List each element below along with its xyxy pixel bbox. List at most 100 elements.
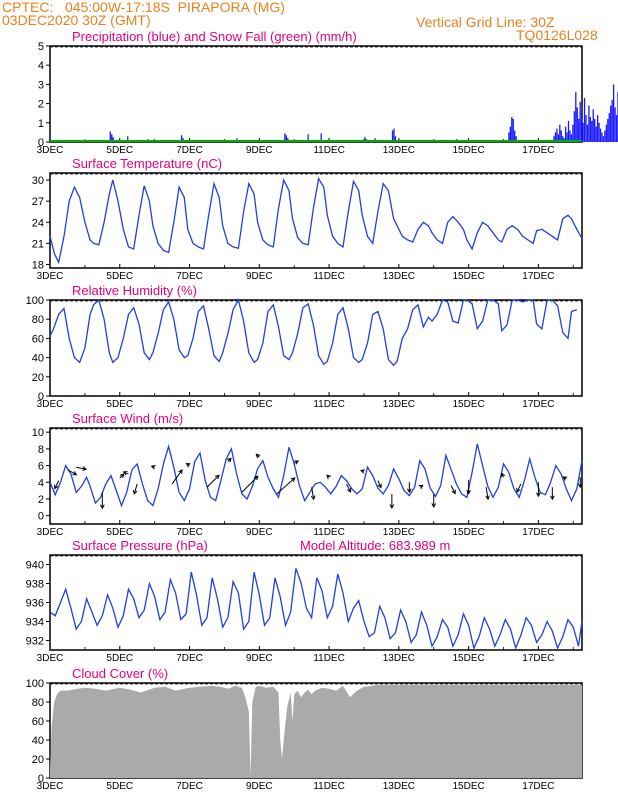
temperature-xtick-label: 11DEC xyxy=(313,271,345,282)
precip-bar xyxy=(307,134,309,142)
precip-bar xyxy=(601,132,603,142)
precip-bar xyxy=(556,128,558,142)
humidity-xtick-label: 17DEC xyxy=(522,399,554,410)
temperature-xtick-label: 15DEC xyxy=(452,271,484,282)
wind-arrow-shaft xyxy=(76,466,87,470)
precip-bar xyxy=(553,136,555,142)
precip-title: Precipitation (blue) and Snow Fall (gree… xyxy=(72,29,357,44)
precip-bar xyxy=(579,101,581,142)
precip-bar xyxy=(285,135,287,142)
wind-xtick-label: 17DEC xyxy=(522,527,554,538)
wind-arrow-head xyxy=(310,495,316,501)
precip-bar xyxy=(598,122,600,142)
wind-arrow-shaft xyxy=(377,480,382,488)
wind-arrow-head xyxy=(346,487,352,493)
wind-arrow-head xyxy=(562,476,568,481)
wind-frame xyxy=(49,427,583,525)
temperature-ytick-label: 21 xyxy=(32,238,44,250)
humidity-xtick-label: 3DEC xyxy=(37,399,64,410)
humidity-xtick-label: 11DEC xyxy=(313,399,345,410)
wind-arrow-head xyxy=(406,488,412,494)
wind-arrow-head xyxy=(255,453,261,459)
precip-bar xyxy=(599,128,602,142)
wind-ytick-label: 4 xyxy=(38,477,44,489)
cloud-xtick-label: 9DEC xyxy=(246,781,273,792)
temperature-xtick-label: 17DEC xyxy=(522,271,554,282)
humidity-line xyxy=(49,298,578,367)
precip-bar xyxy=(515,136,517,142)
precip-bar xyxy=(596,115,599,142)
cloud-xtick-label: 5DEC xyxy=(106,781,133,792)
cloud-xtick-label: 13DEC xyxy=(383,781,415,792)
pressure-line xyxy=(49,568,583,651)
pressure-ytick-label: 936 xyxy=(26,598,44,610)
precip-xtick-label: 15DEC xyxy=(452,145,484,156)
header-vertical-grid: Vertical Grid Line: 30Z xyxy=(416,14,555,30)
precip-bar xyxy=(364,137,366,142)
cloud-ytick-label: 20 xyxy=(32,754,44,766)
wind-arrow-head xyxy=(451,489,456,495)
wind-arrow-shaft xyxy=(276,477,296,495)
pressure-xtick-label: 15DEC xyxy=(452,653,484,664)
wind-arrow-shaft xyxy=(206,474,220,488)
header-run-code: TQ0126L028 xyxy=(516,27,598,43)
wind-xtick-label: 3DEC xyxy=(37,527,64,538)
precip-xtick-label: 17DEC xyxy=(522,145,554,156)
wind-arrow-head xyxy=(72,471,78,476)
cloud-ytick-label: 80 xyxy=(32,697,44,709)
wind-title: Surface Wind (m/s) xyxy=(72,411,183,426)
precip-bar xyxy=(509,126,511,142)
humidity-ytick-label: 40 xyxy=(32,353,44,365)
precip-bar xyxy=(604,130,606,142)
pressure-ytick-label: 934 xyxy=(26,617,44,629)
precip-frame xyxy=(49,45,583,143)
precip-ytick-label: 0 xyxy=(38,137,44,149)
humidity-ytick-label: 60 xyxy=(32,333,44,345)
precip-bar xyxy=(554,132,557,142)
precip-bar xyxy=(607,118,609,142)
temperature-frame xyxy=(49,172,583,269)
wind-arrow-head xyxy=(185,462,191,468)
cloud-ytick-label: 60 xyxy=(32,716,44,728)
precip-bar xyxy=(588,105,590,142)
wind-arrow-head xyxy=(132,489,138,495)
wind-ytick-label: 10 xyxy=(32,427,44,439)
pressure-frame xyxy=(49,554,583,651)
precip-bar xyxy=(573,111,576,142)
wind-arrow-shaft xyxy=(67,469,77,476)
wind-arrow-head xyxy=(577,483,583,489)
precip-bar xyxy=(180,135,183,142)
wind-xtick-label: 5DEC xyxy=(106,527,133,538)
wind-xtick-label: 13DEC xyxy=(383,527,415,538)
wind-arrow-head xyxy=(431,503,437,508)
precip-bar xyxy=(566,132,568,142)
precip-bar xyxy=(583,97,586,142)
temperature-ytick-label: 30 xyxy=(32,175,44,187)
precip-bar xyxy=(575,92,577,142)
precip-bar xyxy=(127,136,129,142)
precip-bar xyxy=(594,118,596,142)
precip-bar xyxy=(576,107,578,142)
wind-arrow-shaft xyxy=(516,483,522,493)
wind-arrow-head xyxy=(389,504,395,509)
wind-ytick-label: 0 xyxy=(38,511,44,523)
temperature-line xyxy=(49,176,583,265)
wind-arrow-head xyxy=(485,495,490,501)
humidity-xtick-label: 13DEC xyxy=(383,399,415,410)
pressure-xtick-label: 5DEC xyxy=(106,653,133,664)
precip-bar xyxy=(559,124,561,142)
cloud-xtick-label: 7DEC xyxy=(176,781,203,792)
header-date: 03DEC2020 30Z (GMT) xyxy=(2,12,151,28)
wind-arrow-head xyxy=(377,483,382,489)
wind-arrow-head xyxy=(290,477,296,482)
humidity-ytick-label: 80 xyxy=(32,314,44,326)
wind-arrow-shaft xyxy=(241,475,259,493)
wind-arrow-head xyxy=(536,492,541,498)
model-altitude: Model Altitude: 683.989 m xyxy=(300,538,450,553)
precip-xtick-label: 11DEC xyxy=(313,145,345,156)
wind-arrow-head xyxy=(466,490,471,495)
precip-bar xyxy=(391,130,394,142)
wind-arrow-head xyxy=(178,469,183,474)
pressure-xtick-label: 17DEC xyxy=(522,653,554,664)
